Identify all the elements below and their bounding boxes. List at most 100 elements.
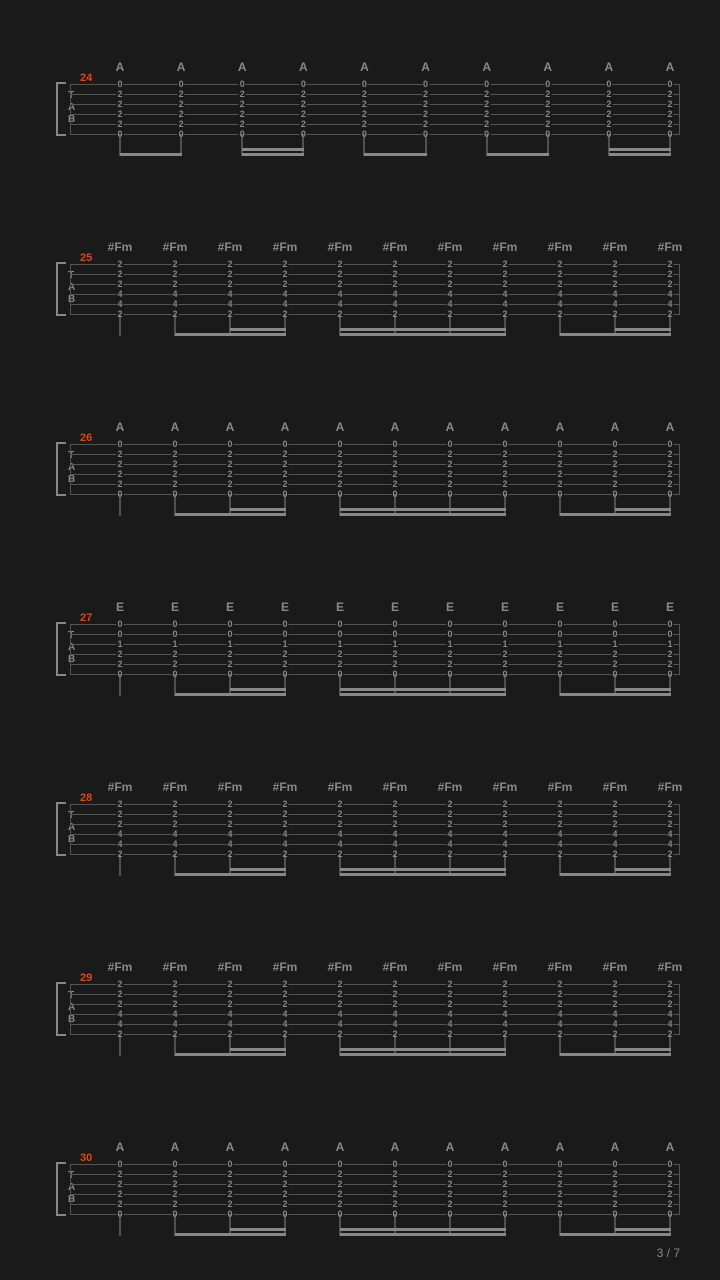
measure-25: #Fm#Fm#Fm#Fm#Fm#Fm#Fm#Fm#Fm#Fm#FmTAB2522…: [40, 240, 680, 328]
fret-number: 4: [556, 830, 563, 839]
fret-number: 4: [171, 840, 178, 849]
fret-number: 2: [239, 90, 246, 99]
chord-label: #Fm: [438, 780, 463, 794]
fret-number: 2: [666, 1200, 673, 1209]
fret-number: 2: [178, 120, 185, 129]
fret-number: 0: [501, 1160, 508, 1169]
fret-number: 0: [171, 630, 178, 639]
fret-number: 4: [391, 840, 398, 849]
chord-label: A: [666, 420, 675, 434]
fret-number: 2: [422, 120, 429, 129]
fret-number: 2: [446, 260, 453, 269]
beam: [175, 1053, 286, 1056]
fret-number: 2: [391, 980, 398, 989]
beam: [364, 153, 426, 156]
string-line: [70, 1194, 680, 1195]
fret-number: 2: [391, 1000, 398, 1009]
fret-number: 2: [361, 90, 368, 99]
string-line: [70, 124, 680, 125]
fret-number: 0: [226, 620, 233, 629]
beam: [340, 1233, 506, 1236]
fret-number: 2: [501, 270, 508, 279]
fret-number: 2: [336, 270, 343, 279]
fret-number: 4: [556, 290, 563, 299]
fret-number: 2: [611, 1170, 618, 1179]
fret-number: 2: [556, 810, 563, 819]
fret-number: 2: [281, 280, 288, 289]
chord-label: E: [501, 600, 509, 614]
fret-number: 2: [116, 660, 123, 669]
staff-lines: [70, 804, 680, 854]
string-line: [70, 984, 680, 985]
fret-number: 2: [446, 460, 453, 469]
chord-label: A: [281, 420, 290, 434]
string-line: [70, 644, 680, 645]
fret-number: 4: [446, 1020, 453, 1029]
beam: [560, 333, 671, 336]
fret-number: 2: [336, 650, 343, 659]
chord-label: A: [666, 60, 675, 74]
fret-number: 4: [611, 1020, 618, 1029]
fret-number: 0: [446, 1160, 453, 1169]
tab-staff: TAB2522244222244222244222244222244222244…: [70, 264, 680, 328]
fret-number: 4: [501, 830, 508, 839]
fret-number: 2: [226, 1180, 233, 1189]
fret-number: 2: [226, 260, 233, 269]
fret-number: 2: [116, 90, 123, 99]
fret-number: 2: [501, 1200, 508, 1209]
fret-number: 2: [446, 800, 453, 809]
fret-number: 2: [391, 810, 398, 819]
chord-label: E: [281, 600, 289, 614]
staff-lines: [70, 984, 680, 1034]
string-line: [70, 104, 680, 105]
fret-number: 2: [501, 1190, 508, 1199]
fret-number: 2: [391, 1190, 398, 1199]
fret-number: 2: [171, 460, 178, 469]
beam: [340, 513, 506, 516]
fret-number: 2: [336, 810, 343, 819]
fret-number: 2: [483, 90, 490, 99]
fret-number: 0: [666, 630, 673, 639]
beam-double: [609, 148, 671, 151]
fret-number: 4: [336, 1010, 343, 1019]
fret-number: 2: [336, 1180, 343, 1189]
fret-number: 4: [171, 830, 178, 839]
string-line: [70, 1184, 680, 1185]
fret-number: 0: [361, 80, 368, 89]
staff-lines: [70, 444, 680, 494]
fret-number: 2: [611, 980, 618, 989]
fret-number: 2: [281, 1180, 288, 1189]
fret-number: 2: [605, 90, 612, 99]
fret-number: 0: [483, 80, 490, 89]
fret-number: 2: [281, 1000, 288, 1009]
fret-number: 4: [666, 840, 673, 849]
beam: [175, 1233, 286, 1236]
fret-number: 2: [226, 1190, 233, 1199]
fret-number: 4: [446, 300, 453, 309]
fret-number: 2: [501, 1000, 508, 1009]
chord-label: #Fm: [438, 240, 463, 254]
chord-label: E: [611, 600, 619, 614]
fret-number: 2: [336, 460, 343, 469]
chord-label: #Fm: [548, 780, 573, 794]
chord-label: #Fm: [273, 960, 298, 974]
fret-number: 2: [391, 270, 398, 279]
chord-label: #Fm: [383, 780, 408, 794]
fret-number: 4: [226, 1020, 233, 1029]
string-line: [70, 654, 680, 655]
chord-label: A: [556, 1140, 565, 1154]
string-line: [70, 814, 680, 815]
string-line: [70, 634, 680, 635]
fret-number: 2: [666, 1180, 673, 1189]
chord-label: #Fm: [218, 240, 243, 254]
fret-number: 0: [391, 440, 398, 449]
barline: [679, 444, 680, 494]
fret-number: 2: [556, 260, 563, 269]
fret-number: 2: [501, 990, 508, 999]
string-line: [70, 824, 680, 825]
fret-number: 2: [281, 650, 288, 659]
fret-number: 2: [446, 980, 453, 989]
chord-label: #Fm: [218, 780, 243, 794]
fret-number: 2: [556, 280, 563, 289]
fret-number: 4: [391, 1010, 398, 1019]
